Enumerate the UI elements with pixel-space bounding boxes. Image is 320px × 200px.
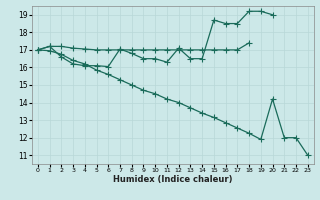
- X-axis label: Humidex (Indice chaleur): Humidex (Indice chaleur): [113, 175, 233, 184]
